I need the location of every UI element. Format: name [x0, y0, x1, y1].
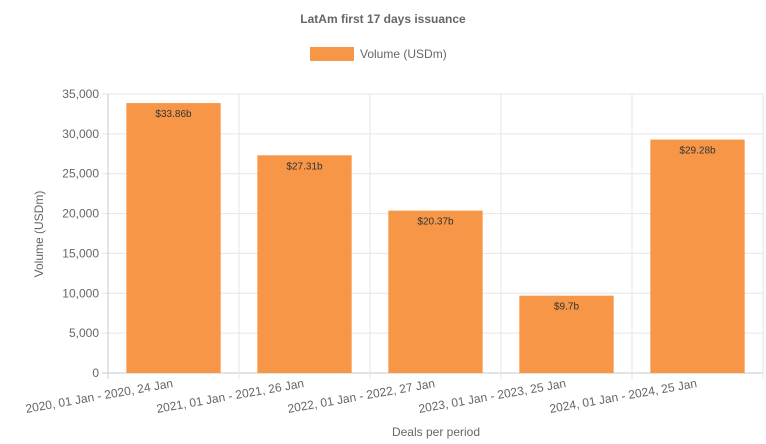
y-axis-ticks: 0 5,000 10,000 15,000 20,000 25,000 30,000 35,0…: [62, 87, 99, 380]
x-tick-label: 2022, 01 Jan - 2022, 27 Jan: [286, 376, 436, 416]
x-tick-label: 2023, 01 Jan - 2023, 25 Jan: [417, 376, 567, 416]
y-tick-label: 30,000: [62, 127, 99, 141]
legend-label: Volume (USDm): [360, 47, 447, 61]
bar[interactable]: [650, 139, 745, 373]
legend-swatch: [310, 47, 354, 61]
y-tick-label: 5,000: [69, 326, 99, 340]
bars: $33.86b $27.31b $20.37b $9.7b $29.28b: [126, 103, 745, 373]
y-tick-label: 15,000: [62, 246, 99, 260]
y-tick-label: 0: [92, 366, 99, 380]
y-tick-label: 10,000: [62, 286, 99, 300]
bar[interactable]: [257, 155, 352, 373]
bar[interactable]: [126, 103, 221, 373]
x-tick-label: 2024, 01 Jan - 2024, 25 Jan: [548, 376, 698, 416]
bar[interactable]: [388, 210, 483, 373]
chart-title: LatAm first 17 days issuance: [300, 12, 466, 26]
y-tick-label: 35,000: [62, 87, 99, 101]
y-tick-label: 20,000: [62, 207, 99, 221]
data-label: $29.28b: [679, 146, 716, 157]
bar[interactable]: [519, 295, 614, 373]
data-label: $33.86b: [155, 109, 192, 120]
x-tick-label: 2021, 01 Jan - 2021, 26 Jan: [155, 376, 305, 416]
x-axis-title: Deals per period: [392, 425, 480, 439]
y-tick-label: 25,000: [62, 167, 99, 181]
data-label: $9.7b: [554, 302, 579, 313]
y-axis-title: Volume (USDm): [32, 191, 46, 278]
data-label: $27.31b: [286, 161, 323, 172]
data-label: $20.37b: [417, 217, 454, 228]
x-tick-label: 2020, 01 Jan - 2020, 24 Jan: [24, 376, 174, 416]
legend[interactable]: Volume (USDm): [310, 47, 447, 61]
